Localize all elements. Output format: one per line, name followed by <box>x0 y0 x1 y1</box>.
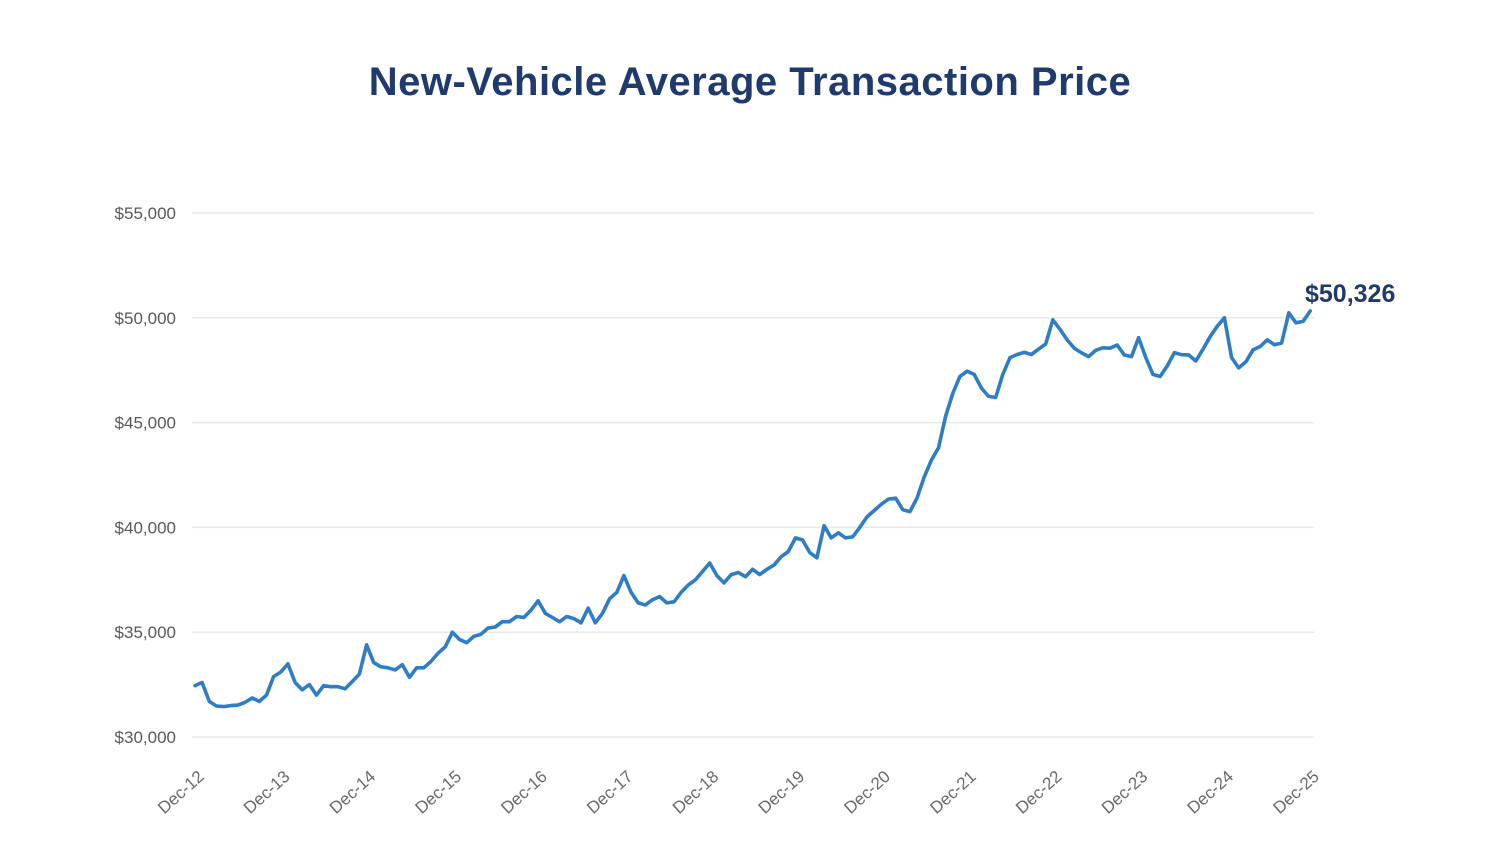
x-axis-tick-label: Dec-15 <box>412 767 465 818</box>
end-value-label: $50,326 <box>1305 280 1396 308</box>
y-axis-tick-label: $45,000 <box>115 414 176 433</box>
chart-title: New-Vehicle Average Transaction Price <box>368 60 1132 104</box>
x-axis-tick-label: Dec-13 <box>240 767 293 818</box>
x-axis-tick-label: Dec-20 <box>841 767 894 818</box>
y-axis-tick-label: $55,000 <box>115 204 176 223</box>
y-axis-tick-label: $30,000 <box>115 728 176 747</box>
x-axis-tick-label: Dec-12 <box>154 767 207 818</box>
x-axis-tick-label: Dec-19 <box>755 767 808 818</box>
x-axis-tick-label: Dec-14 <box>326 767 379 818</box>
x-axis-tick-label: Dec-17 <box>583 767 636 818</box>
x-axis-tick-label: Dec-25 <box>1269 767 1322 818</box>
x-axis-tick-label: Dec-23 <box>1098 767 1151 818</box>
x-axis-tick-label: Dec-16 <box>497 767 550 818</box>
x-axis-tick-label: Dec-21 <box>926 767 979 818</box>
price-line <box>193 309 1312 709</box>
y-axis-tick-label: $35,000 <box>115 623 176 642</box>
x-axis-tick-label: Dec-22 <box>1012 767 1065 818</box>
y-axis-tick-label: $50,000 <box>115 309 176 328</box>
y-axis-tick-label: $40,000 <box>115 518 176 537</box>
x-axis-tick-label: Dec-18 <box>669 767 722 818</box>
x-axis-tick-label: Dec-24 <box>1184 767 1237 818</box>
